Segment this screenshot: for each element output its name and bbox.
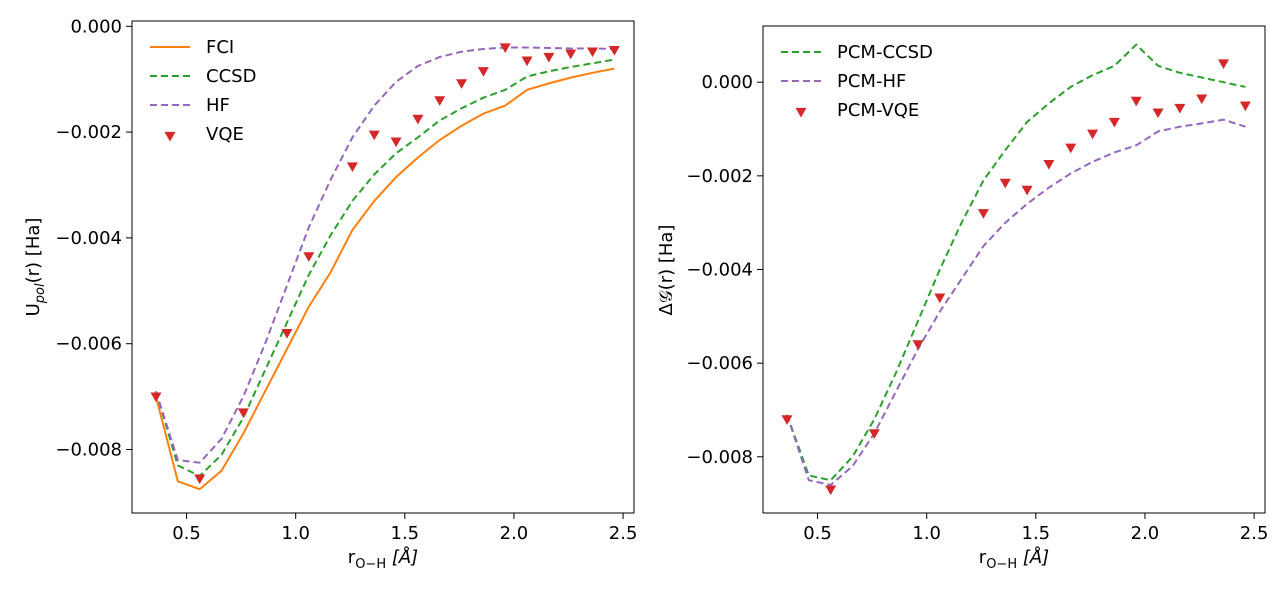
- left-vqe-point: [477, 67, 489, 77]
- left-legend-label-hf: HF: [206, 95, 230, 116]
- right-pcm-vqe-point: [1021, 185, 1033, 196]
- right-x-tick-label: 2.0: [1131, 523, 1160, 544]
- left-x-tick-label: 2.5: [609, 523, 638, 544]
- left-series-hf-line: [155, 46, 615, 464]
- right-y-tick-label: −0.002: [686, 166, 753, 187]
- left-vqe-point: [150, 392, 162, 403]
- left-series-layer: [150, 43, 620, 491]
- right-legend-label-pcm-ccsd: PCM-CCSD: [837, 42, 933, 63]
- right-pcm-vqe-point: [1239, 101, 1251, 112]
- right-x-tick-label: 2.5: [1240, 523, 1269, 544]
- left-vqe-point: [587, 47, 599, 58]
- left-vqe-point: [281, 329, 293, 339]
- left-vqe-point: [237, 408, 249, 418]
- left-chart: 0.5 1.0 1.5 2.0 2.5 −0.008 −0.006 −0.004 −0.002…: [23, 16, 637, 572]
- left-x-tick-label: 1.0: [281, 523, 310, 544]
- right-pcm-vqe-point: [781, 415, 793, 425]
- left-vqe-point: [543, 52, 555, 63]
- left-x-tick-label: 2.0: [500, 523, 529, 544]
- left-series-ccsd-line: [155, 58, 615, 478]
- left-y-tick-label: −0.008: [55, 440, 122, 461]
- right-series-layer: [781, 43, 1251, 496]
- right-legend: PCM-CCSD PCM-HF PCM-VQE: [781, 42, 933, 121]
- right-x-tick-label: 1.5: [1022, 523, 1051, 544]
- left-x-tick-label: 1.5: [391, 523, 420, 544]
- left-vqe-point: [521, 56, 533, 67]
- right-x-ticks: 0.5 1.0 1.5 2.0 2.5: [803, 513, 1268, 544]
- left-legend: FCI CCSD HF VQE: [150, 37, 256, 145]
- right-pcm-vqe-point: [1218, 59, 1230, 69]
- left-x-ticks: 0.5 1.0 1.5 2.0 2.5: [172, 513, 637, 544]
- right-pcm-vqe-point: [977, 209, 989, 219]
- left-vqe-point: [368, 130, 380, 141]
- right-series-pcm-ccsd-line: [786, 43, 1246, 482]
- right-pcm-vqe-point: [825, 485, 837, 496]
- right-y-tick-label: −0.006: [686, 353, 753, 374]
- left-y-tick-label: −0.006: [55, 334, 122, 355]
- right-pcm-vqe-point: [999, 178, 1011, 189]
- left-vqe-point: [608, 45, 620, 56]
- right-pcm-vqe-point: [912, 340, 924, 350]
- left-vqe-point: [434, 96, 446, 106]
- left-y-tick-label: −0.004: [55, 228, 122, 249]
- right-chart: 0.5 1.0 1.5 2.0 2.5 −0.008 −0.006 −0.004 −0.002…: [656, 25, 1268, 572]
- right-pcm-vqe-point: [1152, 108, 1164, 119]
- right-x-tick-label: 1.0: [912, 523, 941, 544]
- left-legend-label-vqe: VQE: [206, 124, 244, 145]
- right-pcm-vqe-point: [1108, 117, 1120, 128]
- left-y-ticks: −0.008 −0.006 −0.004 −0.002 0.000: [55, 16, 132, 461]
- left-vqe-point: [303, 252, 315, 262]
- left-x-axis-label: rO−H [Å]: [348, 546, 418, 572]
- right-pcm-vqe-point: [1087, 129, 1099, 140]
- right-pcm-vqe-point: [934, 293, 946, 304]
- right-legend-label-pcm-hf: PCM-HF: [837, 71, 906, 92]
- right-legend-swatch-pcm-vqe: [795, 107, 807, 118]
- right-series-pcm-hf-line: [786, 118, 1246, 486]
- right-x-axis-label: rO−H [Å]: [979, 546, 1049, 572]
- left-vqe-point: [456, 79, 468, 89]
- left-legend-swatch-vqe: [164, 131, 176, 142]
- left-vqe-point: [346, 162, 358, 172]
- left-x-tick-label: 0.5: [172, 523, 201, 544]
- left-vqe-point: [412, 114, 424, 125]
- left-legend-label-ccsd: CCSD: [206, 66, 256, 87]
- right-y-tick-label: −0.004: [686, 260, 753, 281]
- left-vqe-point: [499, 43, 511, 53]
- right-pcm-vqe-point: [868, 429, 880, 439]
- right-pcm-vqe-point: [1065, 143, 1077, 154]
- right-y-ticks: −0.008 −0.006 −0.004 −0.002 0.000: [686, 72, 763, 468]
- right-pcm-vqe-point: [1174, 103, 1186, 114]
- right-pcm-vqe-point: [1130, 96, 1142, 107]
- right-x-tick-label: 0.5: [803, 523, 832, 544]
- left-series-fci-line: [155, 67, 615, 491]
- left-vqe-point: [194, 474, 206, 485]
- left-vqe-point: [390, 137, 402, 148]
- right-y-tick-label: 0.000: [701, 72, 753, 93]
- left-plot-frame: [131, 20, 635, 514]
- right-pcm-vqe-point: [1196, 94, 1208, 105]
- right-y-tick-label: −0.008: [686, 447, 753, 468]
- right-legend-label-pcm-vqe: PCM-VQE: [837, 100, 919, 121]
- left-y-axis-label: Upol(r) [Ha]: [23, 218, 48, 317]
- left-legend-label-fci: FCI: [206, 37, 234, 58]
- left-y-tick-label: −0.002: [55, 122, 122, 143]
- left-y-tick-label: 0.000: [70, 16, 122, 37]
- left-vqe-point: [565, 49, 577, 60]
- right-y-axis-label: Δ𝒢(r) [Ha]: [656, 225, 677, 316]
- right-pcm-vqe-point: [1043, 160, 1055, 170]
